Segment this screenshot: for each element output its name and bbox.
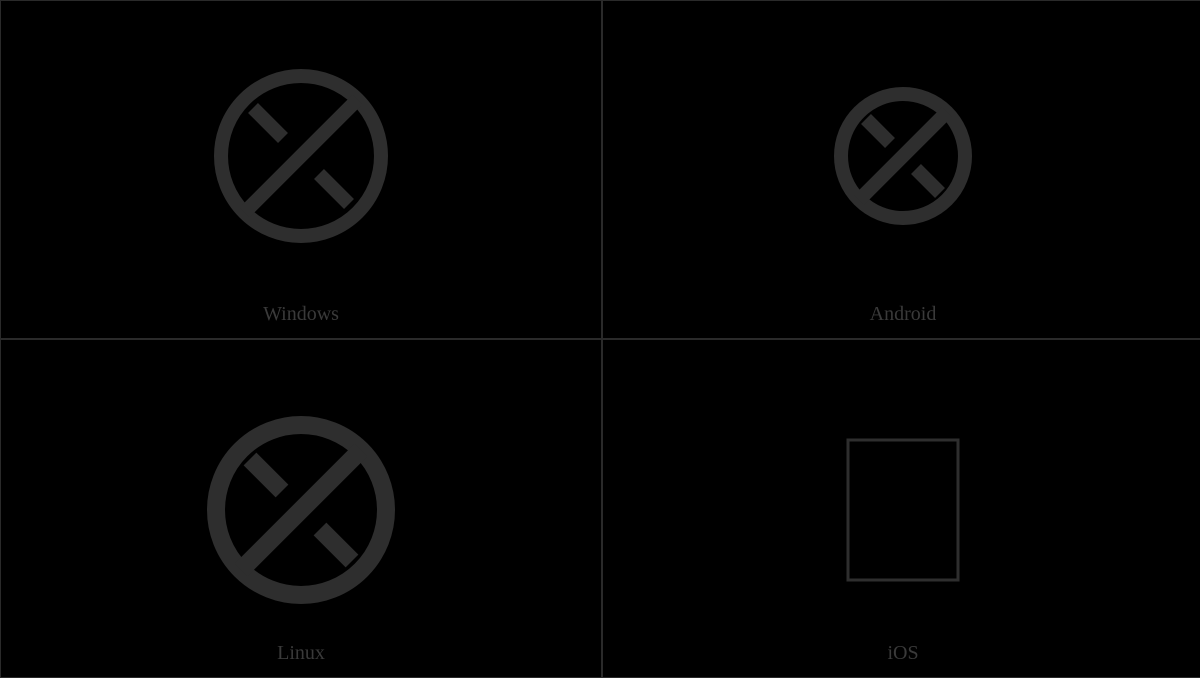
glyph-ios [603,340,1200,677]
glyph-android [603,1,1200,338]
panel-label-linux: Linux [1,642,601,665]
glyph-comparison-grid: Windows Android Linux [0,0,1200,675]
missing-glyph-box-icon [603,340,1200,677]
panel-label-windows: Windows [1,303,601,326]
prohibited-sign-icon [603,1,1200,338]
panel-android: Android [602,0,1200,339]
prohibited-sign-icon [1,340,601,677]
panel-label-ios: iOS [603,642,1200,665]
glyph-linux [1,340,601,677]
panel-label-android: Android [603,303,1200,326]
panel-ios: iOS [602,339,1200,678]
prohibited-sign-icon [1,1,601,338]
panel-windows: Windows [0,0,602,339]
panel-linux: Linux [0,339,602,678]
glyph-windows [1,1,601,338]
